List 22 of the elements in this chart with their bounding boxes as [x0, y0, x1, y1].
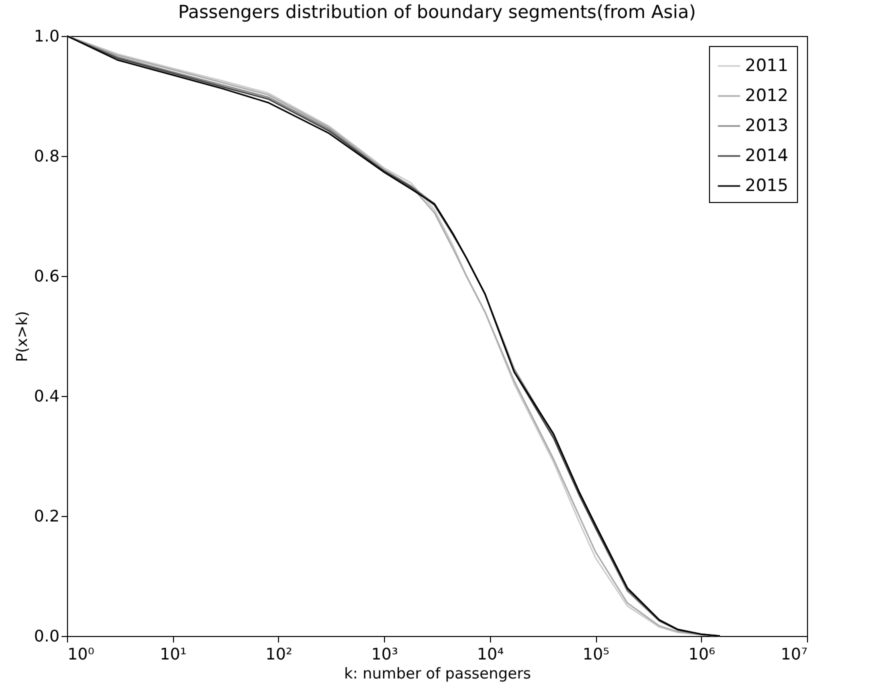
legend-label: 2014	[745, 146, 788, 166]
y-tick-label: 0.0	[34, 626, 60, 646]
y-tick-label: 0.8	[34, 146, 60, 166]
legend-label: 2015	[745, 176, 788, 196]
legend-label: 2012	[745, 86, 788, 106]
x-tick-label: 10⁵	[582, 644, 610, 664]
legend-label: 2011	[745, 56, 788, 76]
x-axis-title: k: number of passengers	[344, 664, 532, 682]
x-tick-label: 10²	[266, 644, 292, 664]
y-axis-title: P(x>k)	[13, 311, 32, 362]
x-tick-label: 10⁴	[476, 644, 504, 664]
legend-label: 2013	[745, 116, 788, 136]
x-tick-label: 10⁶	[688, 644, 716, 664]
x-tick-label: 10¹	[160, 644, 187, 664]
y-tick-label: 1.0	[34, 26, 60, 46]
y-tick-label: 0.6	[34, 266, 60, 286]
x-tick-label: 10⁰	[68, 644, 94, 664]
y-tick-label: 0.2	[34, 506, 60, 526]
x-tick-label: 10⁷	[780, 644, 808, 664]
x-tick-label: 10³	[371, 644, 398, 664]
chart-title: Passengers distribution of boundary segments(from Asia)	[178, 2, 696, 23]
y-tick-label: 0.4	[34, 386, 60, 406]
